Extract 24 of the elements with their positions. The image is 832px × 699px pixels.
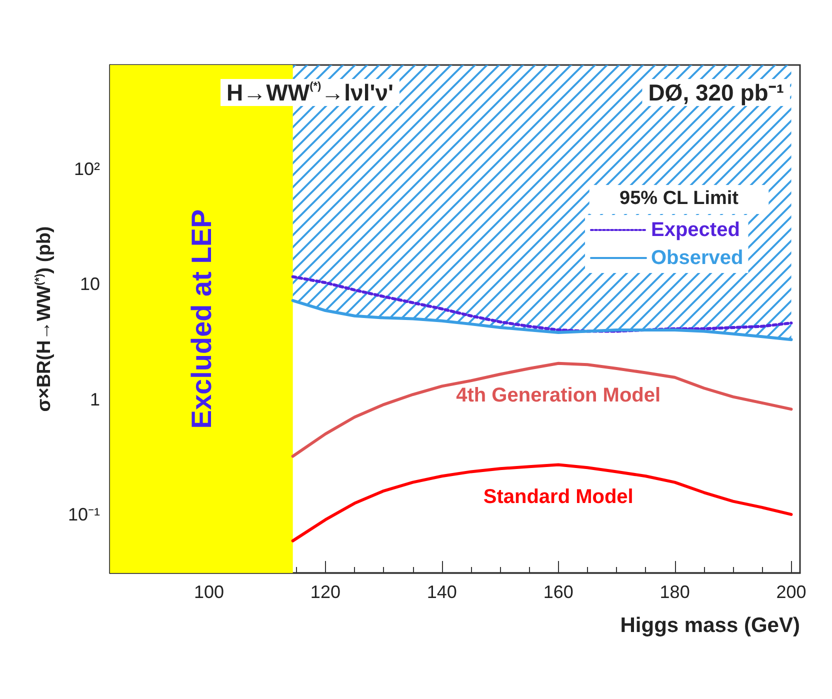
series-label: Standard Model [483, 486, 634, 508]
y-tick-label: 10 [80, 274, 100, 294]
x-tick-label: 200 [776, 582, 806, 602]
legend-label: Expected [651, 219, 740, 241]
band-label: Excluded at LEP [186, 209, 217, 429]
y-tick-label: 10² [74, 158, 100, 179]
legend-label: Observed [651, 247, 744, 269]
annotation: H→WW(*)→lνl'ν' [226, 80, 394, 106]
y-tick-label: 1 [90, 389, 100, 410]
x-tick-label: 160 [543, 582, 574, 602]
x-tick-label: 120 [310, 582, 340, 602]
y-axis-title: σ×BR(H→WW(*)) (pb) [34, 226, 55, 412]
line-series [291, 275, 793, 333]
line-series [291, 299, 793, 342]
line-series [291, 463, 793, 542]
x-axis-title: Higgs mass (GeV) [620, 614, 800, 637]
legend-title: 95% CL Limit [620, 188, 740, 209]
x-tick-label: 140 [426, 582, 457, 602]
x-tick-label: 100 [194, 582, 224, 602]
x-tick-label: 180 [660, 582, 690, 602]
y-tick-label: 10⁻¹ [68, 504, 100, 524]
line-series [291, 362, 793, 458]
series-label: 4th Generation Model [456, 384, 661, 406]
annotation: DØ, 320 pb⁻¹ [648, 80, 784, 106]
